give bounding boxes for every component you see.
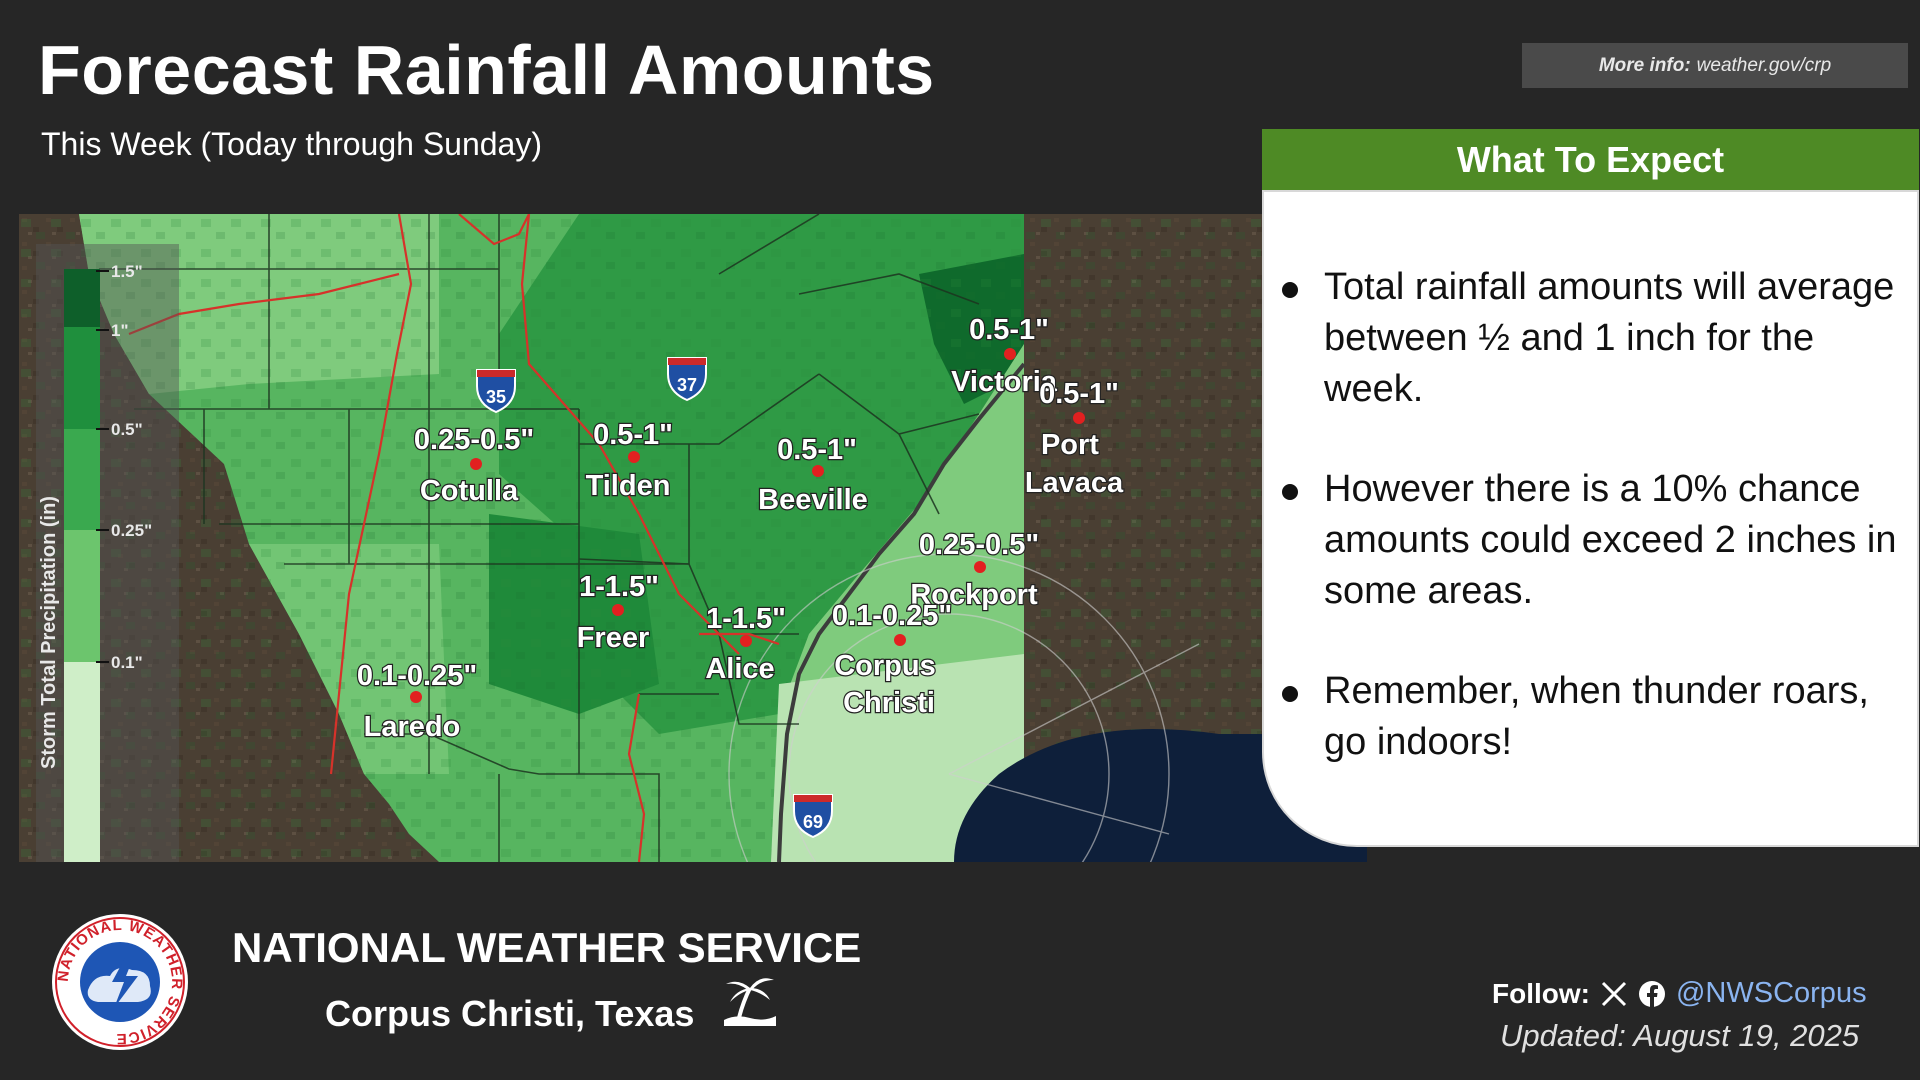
location-tilden: 0.5-1" Tilden	[584, 418, 674, 503]
org-name: NATIONAL WEATHER SERVICE	[232, 924, 862, 971]
expect-item: Total rainfall amounts will average betw…	[1264, 262, 1904, 415]
name-corpus-line2: Christi	[843, 687, 935, 719]
radar-rings	[728, 553, 1200, 862]
legend-tick-0.1: 0.1"	[111, 653, 143, 672]
name-corpus-line1: Corpus	[834, 650, 936, 682]
location-dot	[812, 465, 824, 477]
rainfall-map: 35 37 69	[19, 214, 1367, 862]
social-handle[interactable]: @NWSCorpus	[1675, 977, 1867, 1009]
legend-tick-0.25: 0.25"	[111, 521, 152, 540]
county-lines	[99, 214, 980, 862]
location-cotulla: 0.25-0.5" Cotulla	[413, 423, 536, 508]
legend-axis-label: Storm Total Precipitation (in)	[38, 496, 60, 769]
amount-alice: 1-1.5"	[706, 603, 786, 635]
page-title: Forecast Rainfall Amounts	[38, 31, 935, 109]
map-canvas: 35 37 69	[19, 214, 1367, 862]
name-rockport: Rockport	[910, 579, 1038, 611]
page-subtitle: This Week (Today through Sunday)	[41, 126, 542, 162]
amount-freer: 1-1.5"	[579, 571, 659, 603]
facebook-icon[interactable]	[1638, 980, 1666, 1008]
more-info-link[interactable]: More info: weather.gov/crp	[1522, 43, 1908, 88]
interstate-37-label: 37	[677, 375, 697, 395]
name-alice: Alice	[705, 653, 774, 685]
amount-tilden: 0.5-1"	[593, 419, 673, 451]
office-name: Corpus Christi, Texas	[325, 993, 695, 1034]
amount-beeville: 0.5-1"	[777, 434, 857, 466]
name-laredo: Laredo	[364, 711, 461, 743]
legend-tick-1: 1"	[111, 321, 129, 340]
amount-port-lavaca: 0.5-1"	[1039, 378, 1119, 410]
name-tilden: Tilden	[586, 470, 671, 502]
nws-logo: NATIONAL WEATHER SERVICE	[52, 914, 188, 1050]
name-beeville: Beeville	[758, 484, 868, 516]
location-dot	[470, 458, 482, 470]
name-freer: Freer	[577, 622, 650, 654]
location-alice: 1-1.5" Alice	[704, 602, 787, 686]
location-dot	[894, 634, 906, 646]
precip-legend: 1.5" 1" 0.5" 0.25" 0.1" Storm Total Prec…	[36, 244, 179, 862]
location-dot	[974, 561, 986, 573]
location-port-lavaca: 0.5-1" Port Lavaca	[1024, 377, 1126, 500]
legend-tick-1.5: 1.5"	[111, 262, 143, 281]
legend-tick-0.5: 0.5"	[111, 420, 143, 439]
location-victoria: 0.5-1" Victoria	[950, 313, 1059, 399]
updated-date: Updated: August 19, 2025	[1500, 1018, 1860, 1053]
coastline	[777, 362, 1026, 862]
location-dot	[628, 451, 640, 463]
expect-list: Total rainfall amounts will average betw…	[1264, 262, 1904, 817]
what-to-expect-panel: Total rainfall amounts will average betw…	[1262, 190, 1919, 847]
location-corpus-christi: 0.1-0.25" Corpus Christi	[831, 599, 954, 720]
location-dot	[410, 691, 422, 703]
interstate-lines	[128, 214, 780, 862]
location-rockport: 0.25-0.5" Rockport	[909, 528, 1040, 612]
gulf-light-rain	[771, 654, 1024, 862]
name-port-lavaca-line2: Lavaca	[1025, 467, 1124, 499]
amount-rockport: 0.25-0.5"	[919, 529, 1039, 561]
amount-victoria: 0.5-1"	[969, 314, 1049, 346]
name-port-lavaca-line1: Port	[1041, 429, 1099, 461]
location-dot	[1073, 412, 1085, 424]
more-info-url: weather.gov/crp	[1696, 54, 1832, 76]
location-beeville: 0.5-1" Beeville	[757, 433, 869, 517]
follow-bar: Follow: @NWSCorpus	[1492, 977, 1867, 1010]
name-victoria: Victoria	[951, 366, 1058, 398]
expect-item: Remember, when thunder roars, go indoors…	[1264, 666, 1904, 768]
name-corpus-christi: Corpus Christi	[834, 650, 944, 719]
location-dot	[1004, 348, 1016, 360]
interstate-35-label: 35	[486, 387, 506, 407]
location-freer: 1-1.5" Freer	[576, 570, 661, 655]
interstate-69-shield: 69	[793, 794, 833, 839]
expect-item: However there is a 10% chance amounts co…	[1264, 464, 1904, 617]
location-dot	[740, 635, 752, 647]
interstate-37-shield: 37	[667, 357, 707, 402]
amount-cotulla: 0.25-0.5"	[414, 424, 534, 456]
interstate-35-shield: 35	[476, 369, 516, 414]
location-dot	[612, 604, 624, 616]
amount-corpus-christi: 0.1-0.25"	[832, 600, 952, 632]
follow-label: Follow:	[1492, 977, 1590, 1009]
amount-laredo: 0.1-0.25"	[357, 660, 477, 692]
name-port-lavaca: Port Lavaca	[1025, 429, 1124, 499]
more-info-label: More info:	[1598, 54, 1691, 76]
location-laredo: 0.1-0.25" Laredo	[356, 659, 479, 744]
interstate-69-label: 69	[803, 812, 823, 832]
palm-tree-icon	[724, 978, 776, 1026]
name-cotulla: Cotulla	[420, 475, 519, 507]
panel-title: What To Expect	[1262, 129, 1919, 190]
x-icon[interactable]	[1600, 980, 1628, 1008]
